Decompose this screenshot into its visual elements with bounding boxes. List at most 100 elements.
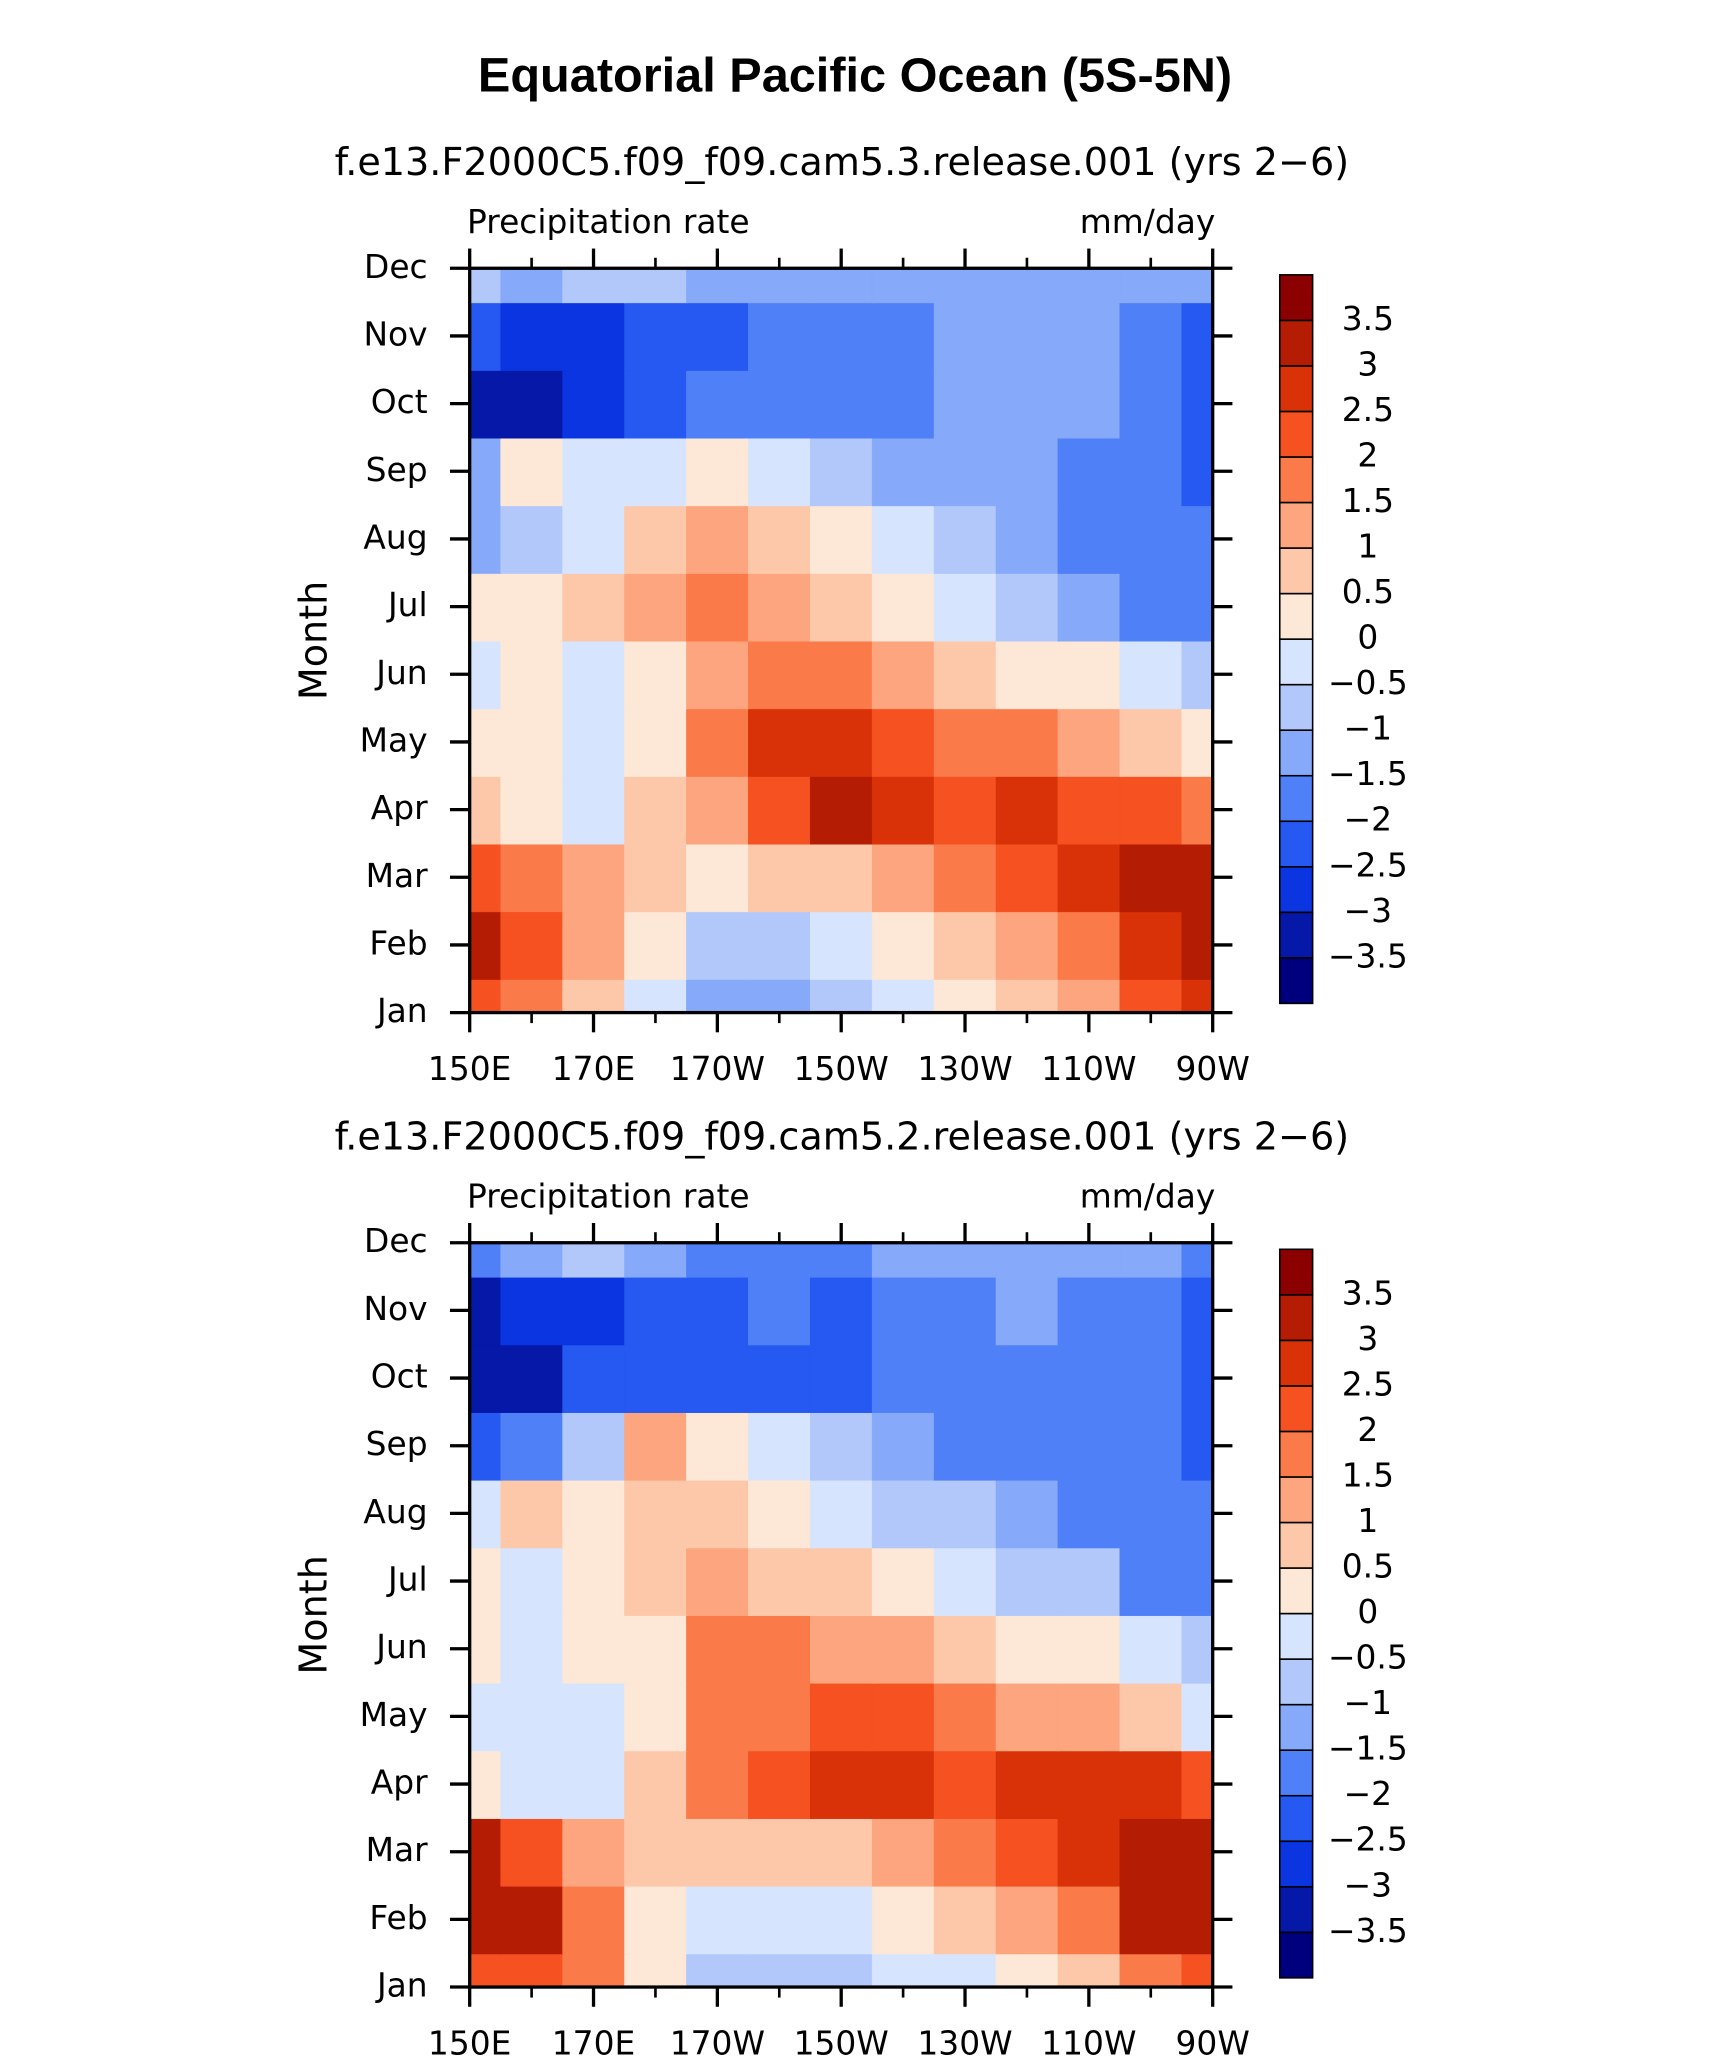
colorbar-box	[1278, 957, 1314, 1005]
subtitle-left: Precipitation rate	[467, 1177, 750, 1216]
field-cell	[748, 1952, 812, 1989]
field-cell	[995, 1614, 1059, 1684]
field-cell	[469, 1276, 502, 1346]
field-cell	[809, 268, 874, 304]
field-cell	[809, 1479, 874, 1549]
colorbar-box	[1278, 1430, 1314, 1478]
field-cell	[686, 1952, 750, 1989]
colorbar-box	[1278, 729, 1314, 777]
field-cell	[933, 1682, 998, 1752]
colorbar-box	[1278, 365, 1314, 413]
field-cell	[1057, 572, 1121, 642]
field-cell	[748, 437, 812, 507]
field-cell	[469, 978, 502, 1014]
field-cell	[686, 572, 750, 642]
colorbar-label: 2	[1357, 435, 1378, 474]
field-cell	[686, 437, 750, 507]
field-cell	[995, 572, 1059, 642]
field-cell	[469, 268, 502, 304]
field-cell	[748, 978, 812, 1014]
y-tick-label: May	[360, 1695, 428, 1734]
field-cell	[995, 775, 1059, 845]
field-cell	[686, 369, 750, 439]
x-tick-label: 150E	[428, 2023, 511, 2062]
y-tick-label: Sep	[366, 1424, 428, 1463]
field-cell	[562, 504, 626, 574]
field-cell	[1181, 1276, 1214, 1346]
field-cell	[933, 1242, 998, 1278]
field-cell	[686, 978, 750, 1014]
colorbar-label: 2.5	[1342, 1364, 1394, 1403]
subtitle-left: Precipitation rate	[467, 202, 750, 241]
field-cell	[933, 978, 998, 1014]
field-cell	[871, 1614, 936, 1684]
field-cell	[469, 1682, 502, 1752]
field-cell	[1057, 1276, 1121, 1346]
field-cell	[500, 1885, 564, 1955]
field-cell	[1181, 504, 1214, 574]
colorbar-box	[1278, 1339, 1314, 1387]
colorbar-label: −3.5	[1328, 936, 1408, 975]
field-cell	[686, 1682, 750, 1752]
field-cell	[562, 1614, 626, 1684]
field-cell	[562, 1682, 626, 1752]
field-cell	[500, 268, 564, 304]
field-cell	[871, 1479, 936, 1549]
field-cell	[933, 1817, 998, 1887]
colorbar-box	[1278, 501, 1314, 549]
field-cell	[871, 1242, 936, 1278]
panel: f.e13.F2000C5.f09_f09.cam5.3.release.001…	[291, 140, 1407, 1088]
field-cell	[748, 1817, 812, 1887]
colorbar-label: −2.5	[1328, 1820, 1408, 1859]
field-cell	[933, 843, 998, 913]
y-tick-label: Jun	[374, 1627, 427, 1666]
field-cell	[871, 1885, 936, 1955]
field-cell	[562, 437, 626, 507]
field-cell	[748, 572, 812, 642]
field-cell	[1057, 504, 1121, 574]
field-cell	[933, 910, 998, 980]
field-cell	[686, 1242, 750, 1278]
field-cell	[748, 301, 812, 371]
field-cell	[562, 1276, 626, 1346]
field-cell	[500, 1614, 564, 1684]
colorbar-box	[1278, 1612, 1314, 1660]
field-cell	[1057, 437, 1121, 507]
field-cell	[748, 1749, 812, 1819]
field-cell	[500, 1479, 564, 1549]
field-cell	[1181, 843, 1214, 913]
field-cell	[624, 1749, 688, 1819]
colorbar-box	[1278, 1840, 1314, 1888]
colorbar-box	[1278, 638, 1314, 686]
field-cell	[469, 843, 502, 913]
x-tick-label: 130W	[917, 2023, 1012, 2062]
y-tick-label: Apr	[371, 788, 428, 827]
subtitle-right: mm/day	[1080, 202, 1216, 241]
field-cell	[933, 1952, 998, 1989]
field-cell	[1181, 1411, 1214, 1481]
field-cell	[469, 369, 502, 439]
field-cell	[809, 437, 874, 507]
field-cell	[1119, 843, 1183, 913]
field-cell	[748, 707, 812, 777]
y-tick-label: Oct	[371, 382, 428, 421]
field-cell	[624, 1479, 688, 1549]
field-cell	[1181, 572, 1214, 642]
x-tick-label: 130W	[917, 1049, 1012, 1088]
field-cell	[871, 1682, 936, 1752]
field-cell	[500, 1343, 564, 1413]
field-cell	[1119, 437, 1183, 507]
field-cell	[748, 1242, 812, 1278]
field-cell	[871, 843, 936, 913]
field-cell	[1181, 369, 1214, 439]
y-tick-label: Dec	[364, 247, 428, 286]
colorbar-box	[1278, 592, 1314, 640]
field-cell	[562, 1479, 626, 1549]
field-cell	[1181, 1682, 1214, 1752]
colorbar-label: 1.5	[1342, 481, 1394, 520]
field-cell	[562, 1411, 626, 1481]
field-cell	[871, 775, 936, 845]
colorbar-label: 0.5	[1342, 1547, 1394, 1586]
field-cell	[1057, 1546, 1121, 1616]
field-cell	[871, 504, 936, 574]
